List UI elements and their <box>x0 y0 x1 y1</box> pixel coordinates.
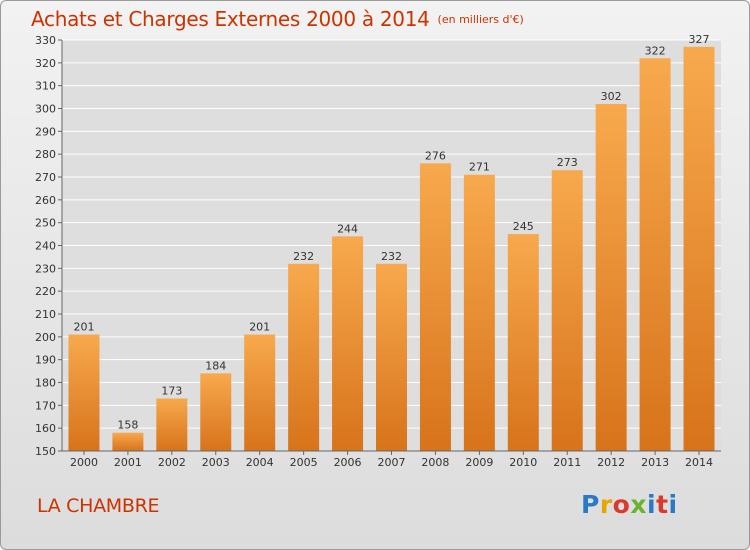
data-label: 276 <box>425 149 446 162</box>
logo-letter: P <box>581 490 600 519</box>
bar-2010 <box>507 234 539 451</box>
axes: 150 160 170 180 190 200 210 220 230 240 250 260 270 2… <box>35 34 721 469</box>
chart-title-block: Achats et Charges Externes 2000 à 2014 (e… <box>31 7 524 31</box>
x-tick-label: 2010 <box>509 456 537 469</box>
x-tick-label: 2009 <box>465 456 493 469</box>
x-tick-label: 2002 <box>158 456 186 469</box>
y-tick-label: 160 <box>35 422 56 435</box>
data-label: 173 <box>161 384 182 397</box>
logo-letter: o <box>612 490 631 519</box>
y-tick-label: 300 <box>35 103 56 116</box>
logo-letter: t <box>656 490 669 519</box>
x-tick-label: 2004 <box>246 456 274 469</box>
y-tick-label: 320 <box>35 57 56 70</box>
x-tick-label: 2005 <box>290 456 318 469</box>
bar-2013 <box>639 58 671 452</box>
y-tick-label: 270 <box>35 171 56 184</box>
data-label: 302 <box>601 90 622 103</box>
chart-title: Achats et Charges Externes 2000 à 2014 <box>31 7 430 31</box>
x-tick-label: 2000 <box>70 456 98 469</box>
bar-2001 <box>112 432 144 451</box>
x-tick-label: 2012 <box>597 456 625 469</box>
proxiti-logo: Proxiti <box>581 490 678 519</box>
bar-2009 <box>463 174 495 451</box>
data-label: 184 <box>205 359 226 372</box>
bar-2014 <box>683 46 715 451</box>
x-tick-label: 2003 <box>202 456 230 469</box>
data-label: 158 <box>117 419 138 432</box>
x-tick-label: 2007 <box>378 456 406 469</box>
data-label: 327 <box>689 33 710 46</box>
y-tick-label: 150 <box>35 445 56 458</box>
x-tick-label: 2011 <box>553 456 581 469</box>
y-tick-label: 310 <box>35 80 56 93</box>
y-tick-label: 280 <box>35 148 56 161</box>
unit-note: (en milliers d'€) <box>437 13 524 26</box>
y-tick-label: 220 <box>35 285 56 298</box>
data-label: 245 <box>513 220 534 233</box>
logo-letter: i <box>647 490 657 519</box>
bars <box>68 46 715 452</box>
bar-2012 <box>595 103 627 451</box>
bar-2000 <box>68 334 100 451</box>
x-tick-label: 2008 <box>421 456 449 469</box>
y-tick-label: 210 <box>35 308 56 321</box>
bar-2006 <box>332 236 364 451</box>
y-tick-label: 330 <box>35 34 56 47</box>
bar-2003 <box>200 373 232 451</box>
data-label: 271 <box>469 161 490 174</box>
data-label: 201 <box>249 321 270 334</box>
y-tick-label: 240 <box>35 240 56 253</box>
x-tick-label: 2014 <box>685 456 713 469</box>
y-tick-label: 170 <box>35 399 56 412</box>
bar-2011 <box>551 170 583 451</box>
bar-2008 <box>419 163 451 452</box>
logo-letter: x <box>630 490 647 519</box>
data-label: 322 <box>645 44 666 57</box>
y-tick-label: 290 <box>35 125 56 138</box>
data-labels: 201 158 173 184 201 232 244 232 276 271 245 273 302 3… <box>73 33 709 432</box>
bar-2005 <box>288 263 320 451</box>
bar-2007 <box>376 263 407 451</box>
bar-2002 <box>156 398 188 451</box>
y-tick-label: 200 <box>35 331 56 344</box>
y-tick-label: 260 <box>35 194 56 207</box>
logo-letter: r <box>599 490 613 519</box>
y-tick-label: 180 <box>35 377 56 390</box>
data-label: 232 <box>293 250 314 263</box>
y-tick-label: 230 <box>35 262 56 275</box>
data-label: 244 <box>337 222 358 235</box>
data-label: 232 <box>381 250 402 263</box>
data-label: 201 <box>73 321 94 334</box>
x-tick-label: 2006 <box>334 456 362 469</box>
x-tick-label: 2001 <box>114 456 142 469</box>
bar-2004 <box>244 334 276 451</box>
x-tick-label: 2013 <box>641 456 669 469</box>
data-label: 273 <box>557 156 578 169</box>
logo-letter: i <box>668 490 678 519</box>
y-tick-label: 190 <box>35 354 56 367</box>
y-tick-label: 250 <box>35 217 56 230</box>
place-name: LA CHAMBRE <box>37 495 160 517</box>
